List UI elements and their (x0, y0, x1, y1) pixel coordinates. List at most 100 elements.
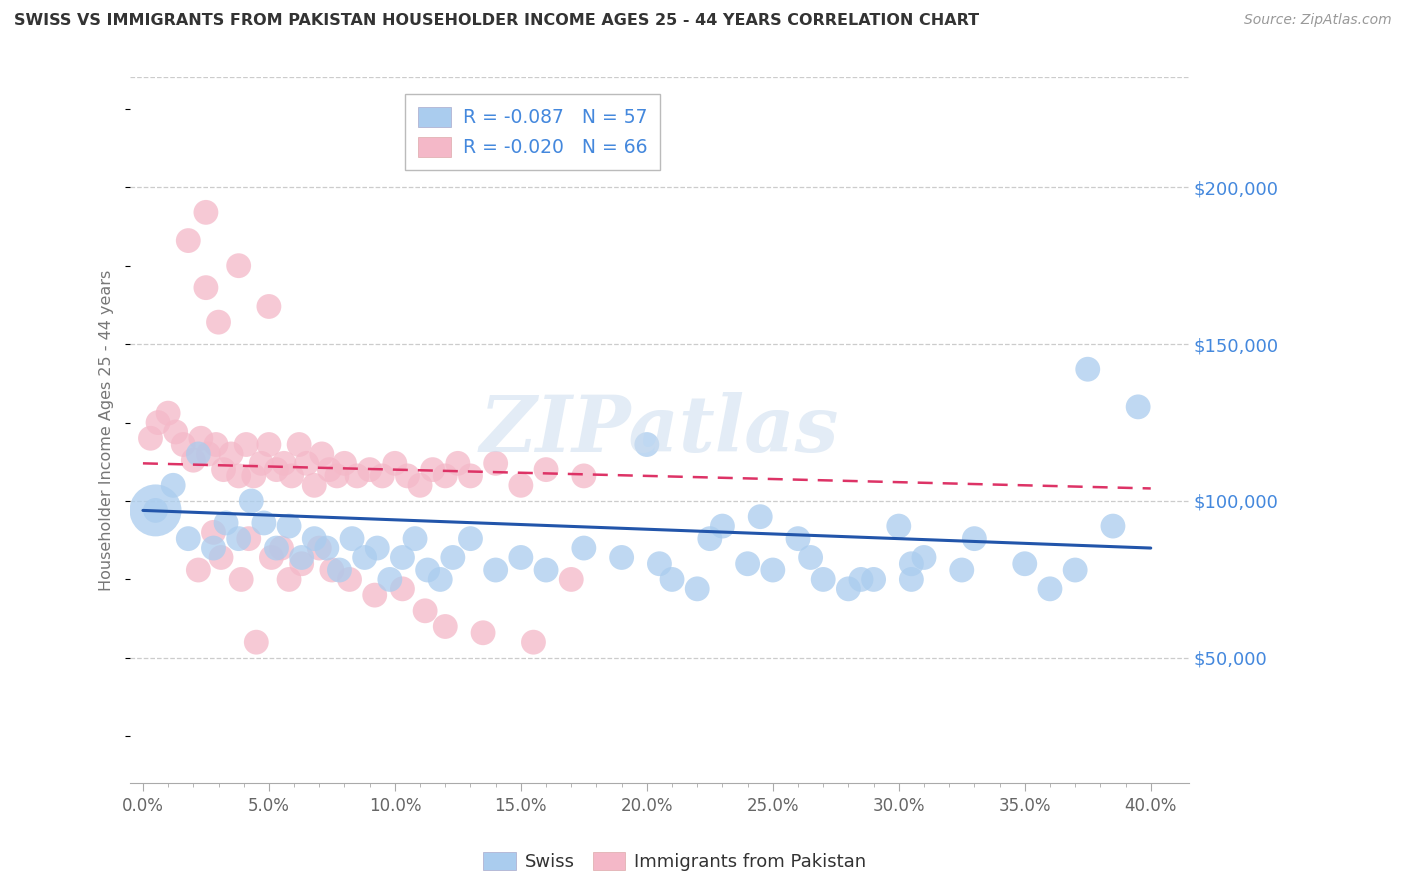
Point (636, 437, 658, 451)
Point (749, 509, 772, 524)
Point (422, 462, 444, 476)
Point (146, 416, 169, 430)
Point (231, 573, 253, 587)
Text: ZIPatlas: ZIPatlas (479, 392, 839, 468)
Point (202, 525, 225, 540)
Point (207, 315, 229, 329)
Point (485, 456, 508, 470)
Point (145, 503, 167, 517)
Point (257, 300, 280, 314)
Point (162, 478, 184, 492)
Point (409, 478, 432, 492)
Point (404, 532, 426, 546)
Point (396, 469, 419, 483)
Point (447, 456, 470, 470)
Point (177, 532, 200, 546)
Point (509, 478, 531, 492)
Point (165, 425, 187, 439)
Point (849, 573, 872, 587)
Point (257, 437, 280, 451)
Point (572, 541, 595, 555)
Point (686, 582, 709, 596)
Point (434, 469, 457, 483)
Point (157, 406, 180, 420)
Point (912, 550, 935, 565)
Point (413, 604, 436, 618)
Point (139, 431, 162, 445)
Point (273, 456, 295, 470)
Point (509, 550, 531, 565)
Point (197, 447, 219, 461)
Text: SWISS VS IMMIGRANTS FROM PAKISTAN HOUSEHOLDER INCOME AGES 25 - 44 YEARS CORRELAT: SWISS VS IMMIGRANTS FROM PAKISTAN HOUSEH… (14, 13, 979, 29)
Point (560, 573, 582, 587)
Point (737, 557, 759, 571)
Point (177, 234, 200, 248)
Point (245, 635, 267, 649)
Point (887, 519, 910, 533)
Point (900, 557, 922, 571)
Point (266, 541, 288, 555)
Point (661, 573, 683, 587)
Point (278, 519, 301, 533)
Point (219, 447, 242, 461)
Point (270, 541, 292, 555)
Point (346, 469, 368, 483)
Point (950, 563, 973, 577)
Point (963, 532, 986, 546)
Point (315, 541, 337, 555)
Point (384, 456, 406, 470)
Point (429, 573, 451, 587)
Point (215, 516, 238, 530)
Point (278, 573, 301, 587)
Point (194, 205, 217, 219)
Point (304, 478, 326, 492)
Point (522, 635, 544, 649)
Point (534, 563, 557, 577)
Point (1014, 557, 1036, 571)
Point (441, 550, 464, 565)
Point (187, 447, 209, 461)
Point (364, 588, 387, 602)
Y-axis label: Householder Income Ages 25 - 44 years: Householder Income Ages 25 - 44 years (100, 269, 114, 591)
Point (353, 550, 375, 565)
Point (862, 573, 884, 587)
Point (339, 573, 361, 587)
Point (699, 532, 721, 546)
Point (391, 550, 413, 565)
Point (366, 541, 388, 555)
Point (250, 456, 273, 470)
Point (326, 469, 349, 483)
Point (212, 462, 235, 476)
Point (787, 532, 810, 546)
Point (610, 550, 633, 565)
Point (340, 532, 363, 546)
Point (240, 494, 263, 508)
Point (291, 557, 314, 571)
Point (172, 437, 194, 451)
Point (253, 516, 276, 530)
Point (243, 469, 266, 483)
Point (228, 532, 250, 546)
Point (1102, 519, 1125, 533)
Legend: Swiss, Immigrants from Pakistan: Swiss, Immigrants from Pakistan (477, 846, 873, 879)
Point (260, 550, 283, 565)
Point (291, 550, 314, 565)
Point (534, 462, 557, 476)
Point (333, 456, 356, 470)
Point (295, 456, 318, 470)
Point (181, 453, 204, 467)
Point (1039, 582, 1062, 596)
Point (145, 503, 167, 517)
Point (209, 550, 232, 565)
Point (1064, 563, 1087, 577)
Point (811, 573, 834, 587)
Point (190, 431, 212, 445)
Point (194, 280, 217, 294)
Point (648, 557, 671, 571)
Point (1077, 362, 1099, 376)
Point (304, 532, 326, 546)
Point (308, 541, 330, 555)
Point (288, 437, 311, 451)
Point (311, 447, 333, 461)
Point (228, 259, 250, 273)
